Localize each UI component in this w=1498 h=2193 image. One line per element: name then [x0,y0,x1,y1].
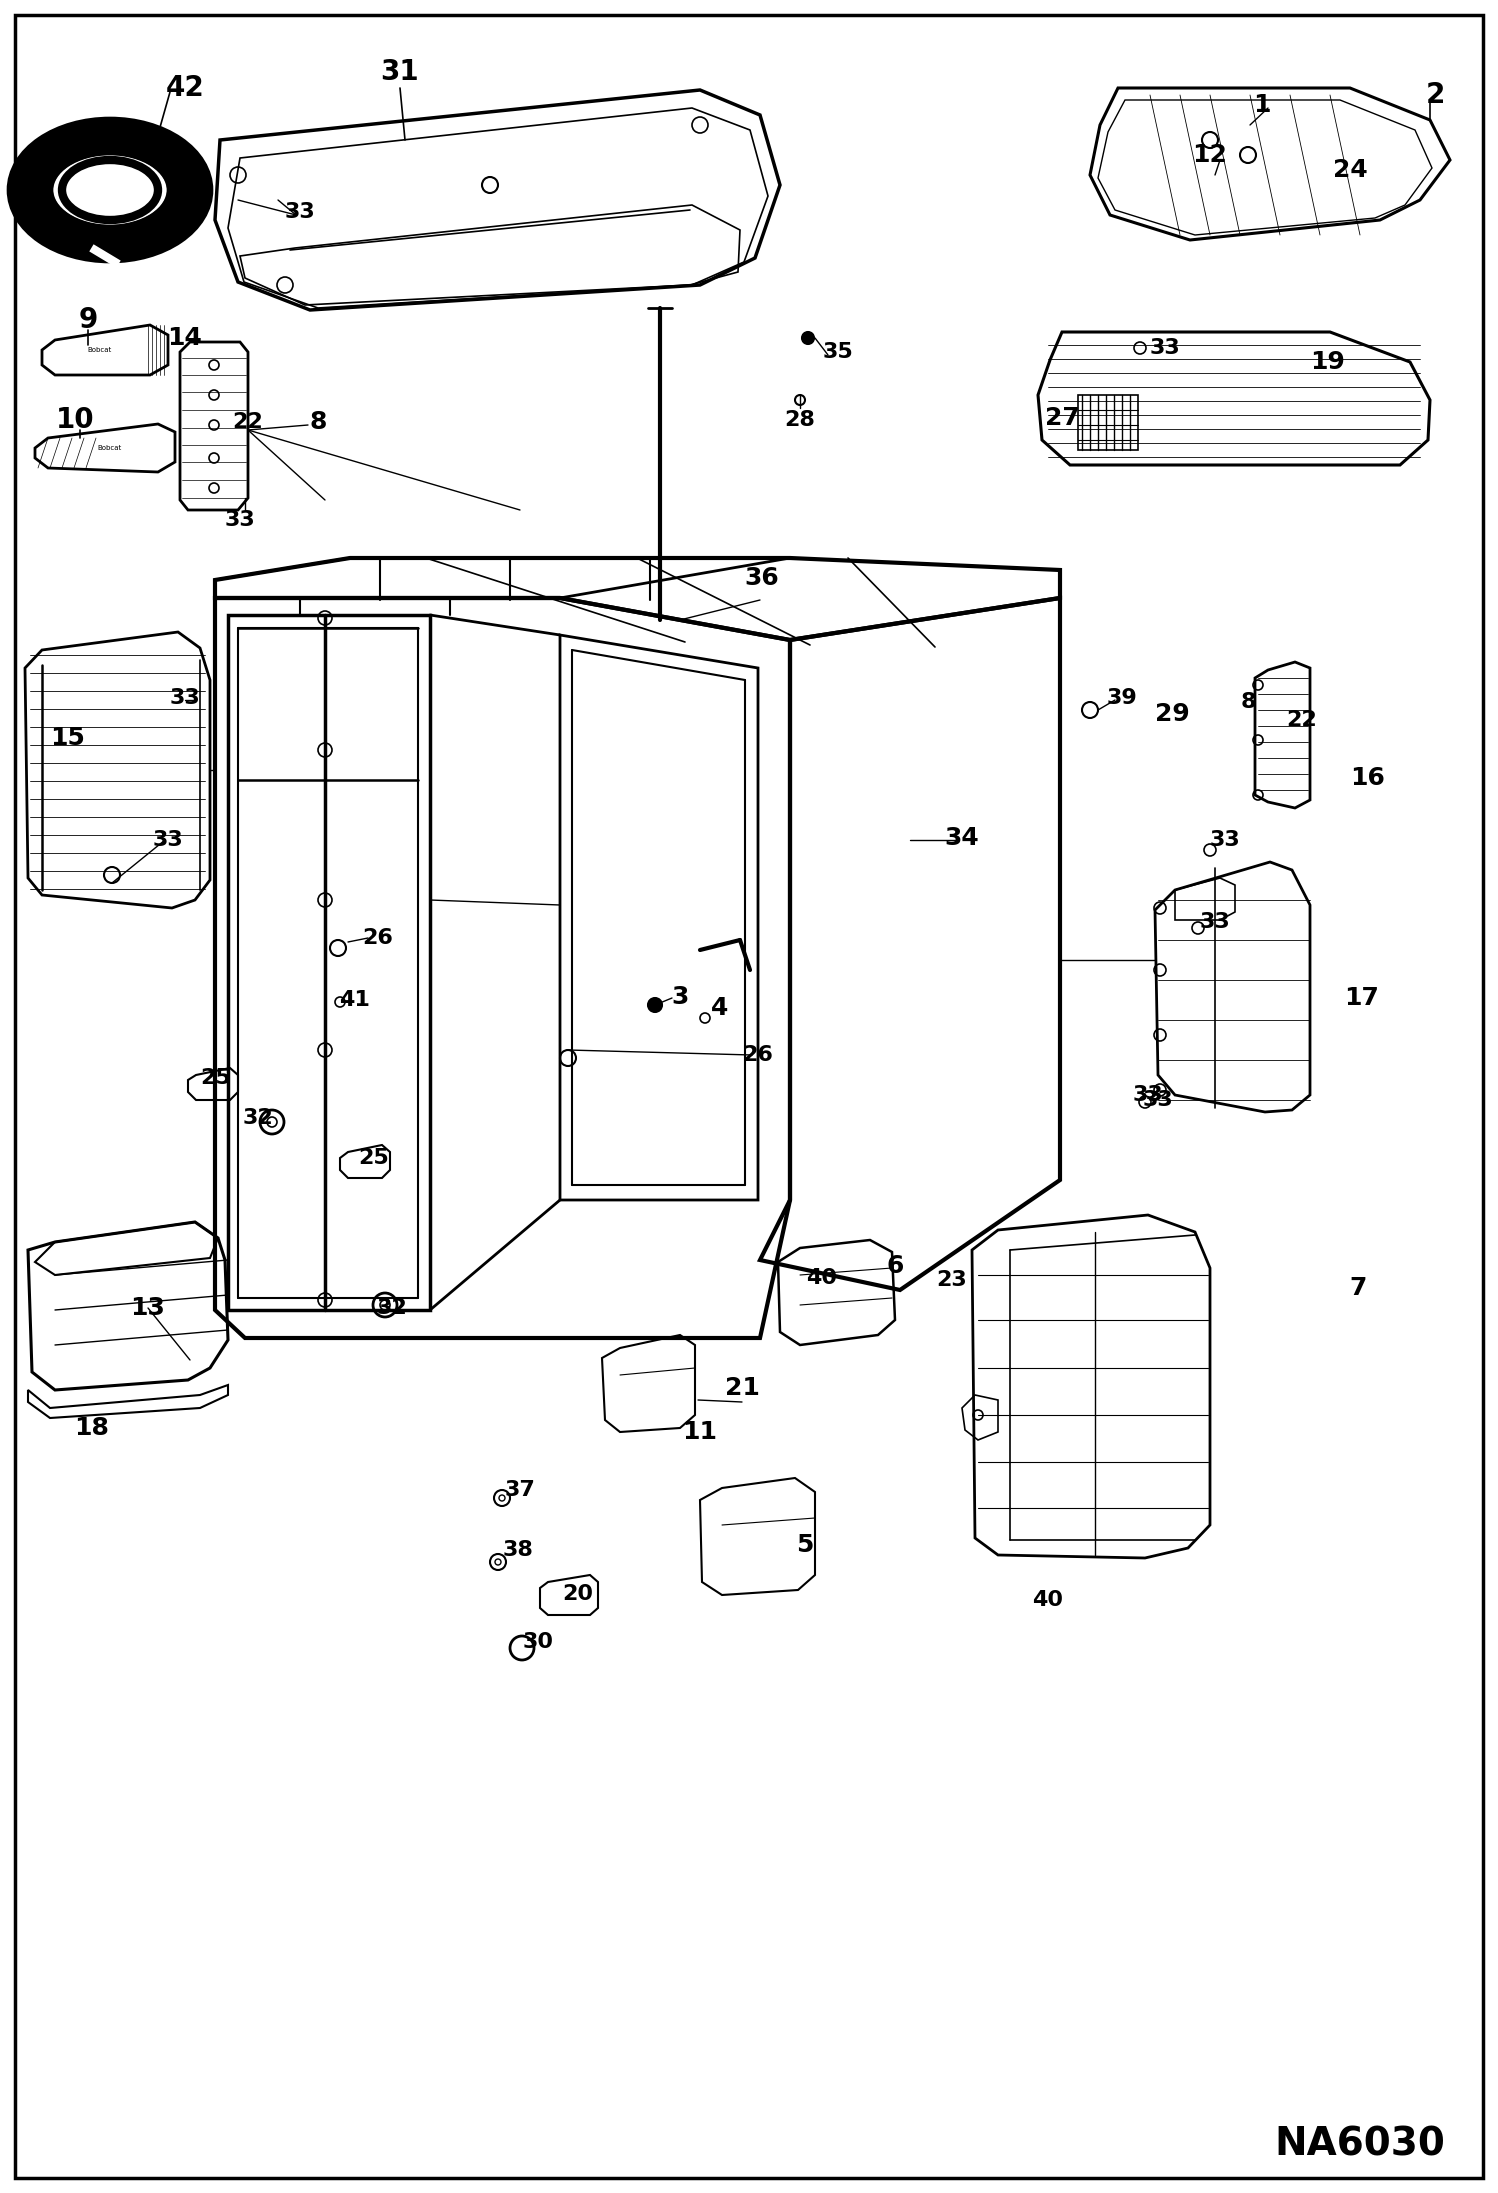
Text: 27: 27 [1044,406,1080,430]
Text: 40: 40 [806,1268,837,1287]
Text: 12: 12 [1192,143,1227,167]
Text: NA6030: NA6030 [1275,2125,1446,2164]
Text: 33: 33 [169,689,201,708]
Text: 20: 20 [563,1583,593,1603]
Text: 36: 36 [745,566,779,590]
Text: 32: 32 [243,1107,273,1127]
Text: 39: 39 [1107,689,1137,708]
Text: 6: 6 [887,1254,903,1279]
Text: 33: 33 [153,829,183,851]
Text: 14: 14 [168,327,202,351]
Text: Bobcat: Bobcat [97,445,123,452]
Text: 25: 25 [201,1068,231,1088]
Text: 16: 16 [1351,765,1386,789]
Text: 3: 3 [671,985,689,1009]
Text: 2: 2 [1425,81,1444,110]
Text: 30: 30 [523,1632,553,1651]
Text: 33: 33 [1209,829,1240,851]
Text: 13: 13 [130,1296,165,1320]
Text: 22: 22 [1287,711,1317,730]
Text: 18: 18 [75,1417,109,1441]
Text: 31: 31 [380,57,419,86]
Text: 33: 33 [1200,912,1230,932]
Text: 28: 28 [785,410,815,430]
Text: 34: 34 [945,827,980,851]
Text: 9: 9 [78,307,97,333]
Text: 25: 25 [358,1147,389,1169]
Text: 33: 33 [285,202,316,221]
Text: 26: 26 [363,928,394,947]
Text: 33: 33 [225,511,255,531]
Text: 32: 32 [376,1298,407,1318]
Text: 23: 23 [936,1270,968,1289]
Text: 5: 5 [797,1533,813,1557]
Text: 4: 4 [712,996,728,1020]
Text: 33: 33 [1149,338,1180,357]
Text: 22: 22 [232,412,264,432]
Text: 41: 41 [340,989,370,1011]
Text: 17: 17 [1345,987,1380,1011]
Text: 1: 1 [1254,92,1270,116]
Text: 29: 29 [1155,702,1189,726]
Text: 42: 42 [166,75,204,103]
Text: 24: 24 [1333,158,1368,182]
Text: 8: 8 [309,410,327,434]
Circle shape [801,331,813,344]
Text: 8: 8 [1240,693,1255,713]
Text: 10: 10 [55,406,94,434]
Text: 26: 26 [743,1046,773,1066]
Text: 37: 37 [505,1480,535,1500]
Text: 15: 15 [51,726,85,750]
Text: 19: 19 [1311,351,1345,375]
Text: 33: 33 [1132,1086,1164,1105]
Text: 38: 38 [502,1539,533,1559]
Text: 35: 35 [822,342,854,362]
Text: 21: 21 [725,1375,759,1399]
Text: 7: 7 [1350,1276,1366,1300]
Circle shape [649,998,662,1011]
Text: 40: 40 [1032,1590,1064,1610]
Text: 33: 33 [1143,1090,1173,1110]
Text: 11: 11 [683,1421,718,1443]
Text: Bobcat: Bobcat [88,346,112,353]
